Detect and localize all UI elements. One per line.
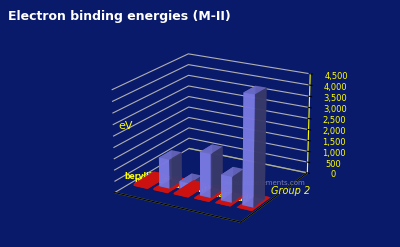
Text: Electron binding energies (M-II): Electron binding energies (M-II) xyxy=(8,10,231,23)
